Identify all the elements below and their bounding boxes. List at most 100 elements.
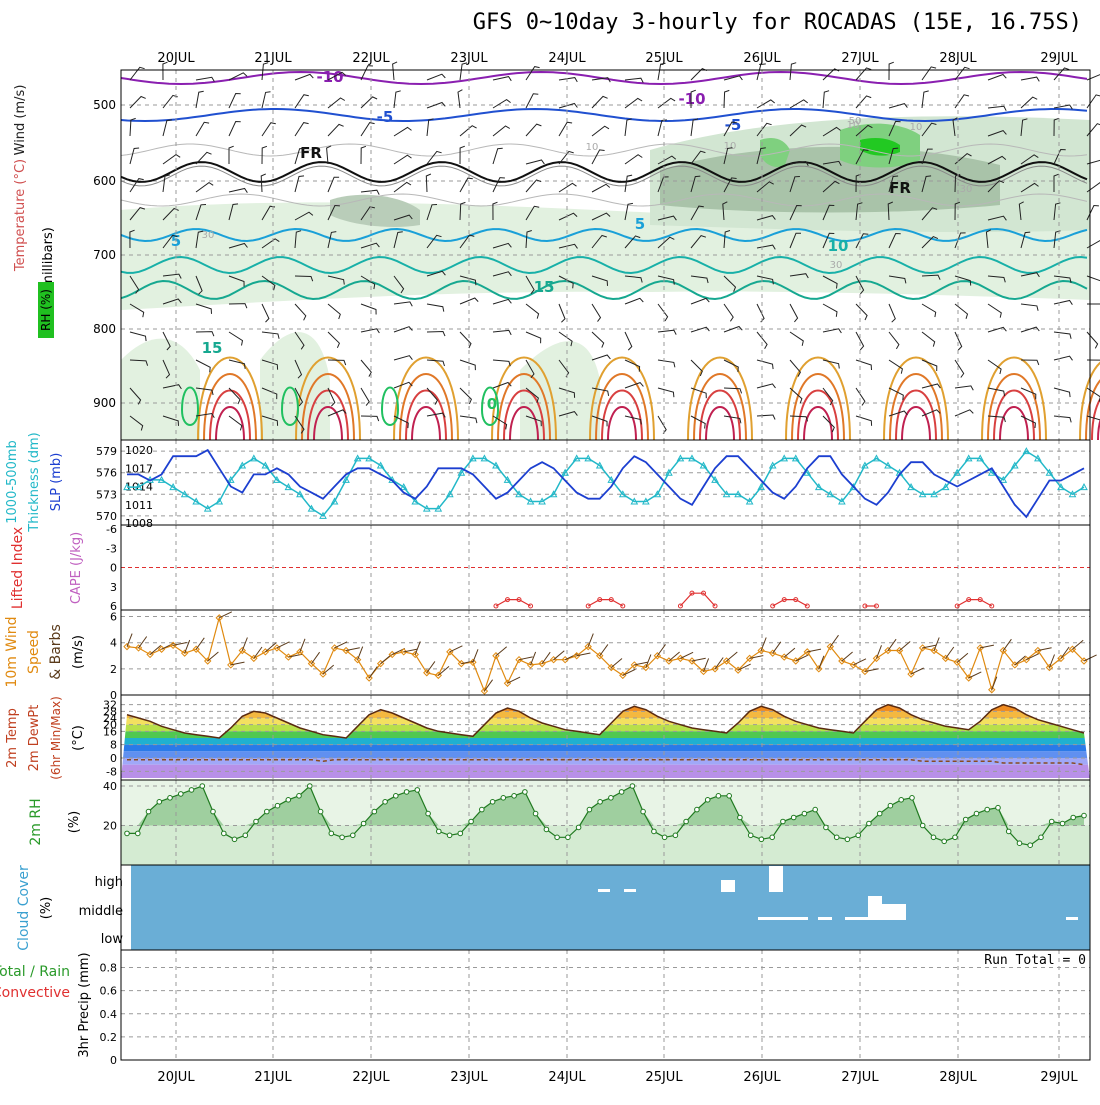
wind-barb xyxy=(1086,240,1100,249)
date-label-top-24JUL: 24JUL xyxy=(548,51,586,66)
wind-barb xyxy=(690,415,706,429)
rh-point xyxy=(425,810,431,817)
wind-speed-point xyxy=(157,645,166,653)
rh-tick-40: 40 xyxy=(103,780,117,793)
thickness-point xyxy=(261,461,270,469)
wind-barb xyxy=(954,385,974,391)
wind-barb xyxy=(228,92,241,109)
wind-barb xyxy=(822,180,840,193)
wind-speed-point xyxy=(849,661,858,669)
wind-barb xyxy=(987,180,1005,193)
wind-tick-2: 2 xyxy=(110,663,117,676)
li-point xyxy=(954,603,960,609)
li-point xyxy=(677,603,683,609)
rh-ylabel-b-group: (%) xyxy=(67,811,82,834)
contour-label-4: FR xyxy=(300,144,322,162)
rh-point xyxy=(307,783,313,789)
wind-speed-point xyxy=(826,642,835,651)
wind-barb-10m xyxy=(311,651,321,664)
thickness-point xyxy=(526,497,535,505)
wind-barb xyxy=(921,90,929,109)
wind-barb-10m xyxy=(265,642,277,653)
li-segment xyxy=(772,599,808,607)
wind-barb xyxy=(624,154,643,165)
wind-barb xyxy=(855,202,863,221)
wind-barb xyxy=(789,176,800,193)
upper-ylabel-temp-group: Temperature (°C) xyxy=(13,159,28,272)
upper-ylabel-wind-group: Wind (m/s) xyxy=(13,85,28,156)
cloud-bg xyxy=(131,865,1090,950)
wind-barb xyxy=(987,155,1007,165)
wind-barb-10m xyxy=(668,651,680,662)
rh-point xyxy=(124,830,130,837)
wind-barb xyxy=(954,94,970,109)
wind-barb xyxy=(525,230,532,249)
wind-barb-10m xyxy=(587,633,594,647)
wind-barb xyxy=(723,415,742,424)
wind-barb xyxy=(888,410,908,417)
rh-point xyxy=(210,808,216,815)
wind-barb xyxy=(954,275,972,286)
rh-point xyxy=(188,787,195,793)
wind-barb xyxy=(525,359,535,379)
rh-point xyxy=(704,797,711,803)
wind-barb xyxy=(492,98,511,109)
wind-speed-point xyxy=(619,671,627,680)
wind-barb xyxy=(657,275,675,285)
wind-barb xyxy=(822,359,840,369)
thickness-point xyxy=(284,483,293,491)
wind-barb xyxy=(1086,359,1100,361)
slp-ylabel-a-group: 1000-500mb xyxy=(5,440,20,524)
wind-barb xyxy=(657,303,669,322)
wind-barb xyxy=(921,148,933,165)
wind-barb xyxy=(294,122,309,137)
warm-contour-0-3 xyxy=(215,406,245,441)
wind-barb xyxy=(294,211,314,221)
rh-point xyxy=(737,814,743,821)
wind-speed-point xyxy=(895,646,904,655)
thickness-point xyxy=(584,454,593,462)
date-label-bottom-26JUL: 26JUL xyxy=(743,1070,781,1085)
temp-ylabel-d-group: (°C) xyxy=(71,725,86,751)
temp-band-7 xyxy=(121,744,1090,752)
wind-barb xyxy=(1053,104,1073,110)
wind-speed-point xyxy=(999,646,1007,655)
precip-ylabel-b: Convective xyxy=(0,985,70,1001)
wind-barb-10m xyxy=(1048,654,1055,668)
thickness-point xyxy=(342,475,350,483)
contour-label-8: 10 xyxy=(828,237,849,255)
rh-point xyxy=(350,832,356,839)
rh-shade-band-low-3 xyxy=(520,341,600,440)
temp-band-5 xyxy=(121,731,1090,738)
wind-barb-10m xyxy=(853,658,867,666)
wind-ylabel-a-group: 10m Wind xyxy=(4,616,20,687)
contour-label-7: 5 xyxy=(635,215,645,233)
contour-label-5: FR xyxy=(889,179,911,197)
temp-bands xyxy=(121,704,1090,778)
rh-legend-bar xyxy=(38,282,54,338)
wind-barb xyxy=(558,182,577,193)
wind-speed-point xyxy=(515,655,523,664)
li-point xyxy=(528,603,534,609)
wind-barb xyxy=(1020,231,1031,249)
thickness-point xyxy=(353,454,362,462)
rh-point xyxy=(801,810,808,817)
warm-contour-8-3 xyxy=(999,406,1029,441)
wind-speed-point xyxy=(757,646,765,655)
wind-speed-point xyxy=(815,665,823,673)
thickness-point xyxy=(757,483,765,491)
wind-barb xyxy=(1020,118,1028,137)
thickness-point xyxy=(226,475,235,483)
wind-speed-point xyxy=(884,646,892,655)
wind-speed-point xyxy=(988,686,996,694)
rh-shade-band-low-1 xyxy=(121,338,200,440)
rh-point xyxy=(199,783,206,789)
wind-barb xyxy=(789,124,807,137)
wind-barb xyxy=(492,201,498,221)
contour-freezing xyxy=(120,161,1088,183)
wind-barb xyxy=(789,331,804,346)
wind-barb xyxy=(162,331,171,351)
warm-contour-3-2 xyxy=(503,389,545,441)
wind-barb xyxy=(459,125,477,137)
wind-barb xyxy=(690,89,696,109)
